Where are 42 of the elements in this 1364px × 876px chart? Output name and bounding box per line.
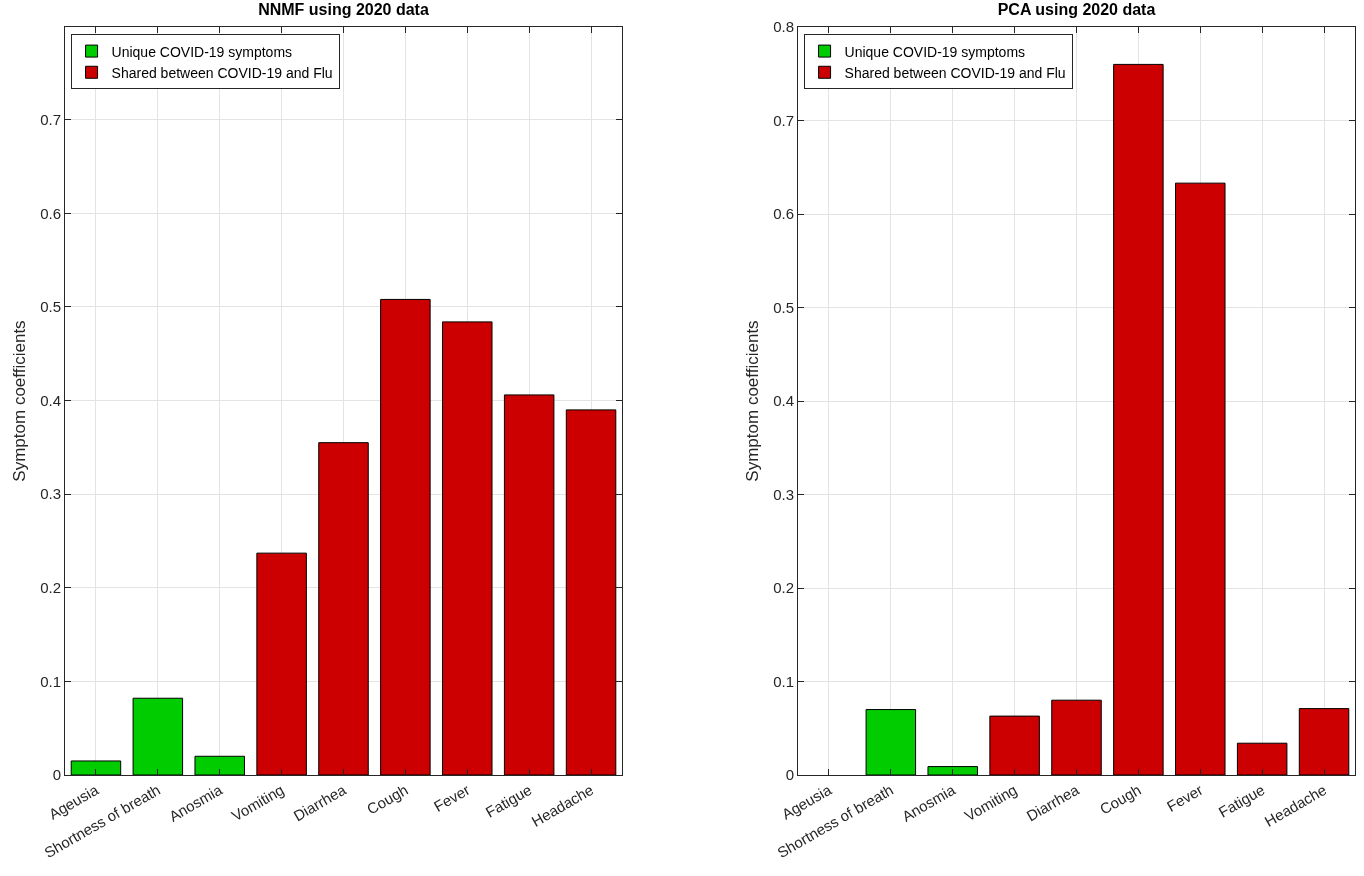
bar [194,755,245,775]
bar [70,760,122,775]
y-tick-label: 0.5 [773,298,794,316]
bar [989,715,1040,775]
bar [565,409,617,775]
bar [1236,742,1288,775]
y-axis-title: Symptom coefficients [9,320,29,482]
bar [1051,699,1102,775]
y-tick-label: 0.6 [773,205,794,223]
bar [318,442,369,775]
legend-label: Unique COVID-19 symptoms [844,43,1026,60]
y-tick-label: 0.1 [773,672,794,690]
bar [1298,708,1350,775]
bar [1175,182,1226,775]
y-tick-label: 0.8 [773,18,794,36]
y-tick-label: 0.6 [40,204,61,222]
y-tick-label: 0.1 [40,672,61,690]
y-tick-label: 0.4 [773,392,794,410]
bar [927,766,978,775]
bar [380,298,431,775]
bar [1113,63,1164,775]
y-tick-label: 0.3 [773,485,794,503]
bar [503,394,555,775]
legend-label: Shared between COVID-19 and Flu [111,64,333,81]
y-tick-label: 0.3 [40,485,61,503]
chart-title: NNMF using 2020 data [258,1,429,19]
y-tick-label: 0.2 [773,579,794,597]
y-tick-label: 0.7 [773,111,794,129]
y-tick-label: 0.4 [40,391,61,409]
legend-label: Shared between COVID-19 and Flu [844,64,1066,81]
y-axis-title: Symptom coefficients [742,320,762,482]
bar [865,709,917,775]
y-tick-label: 0 [52,766,61,784]
y-tick-label: 0.7 [40,110,61,128]
y-tick-label: 0 [785,766,794,784]
y-tick-label: 0.5 [40,298,61,316]
chart-title: PCA using 2020 data [997,1,1156,19]
legend-label: Unique COVID-19 symptoms [111,43,293,60]
bar [132,697,184,775]
y-tick-label: 0.2 [40,579,61,597]
bar [442,321,493,775]
bar [256,552,307,775]
